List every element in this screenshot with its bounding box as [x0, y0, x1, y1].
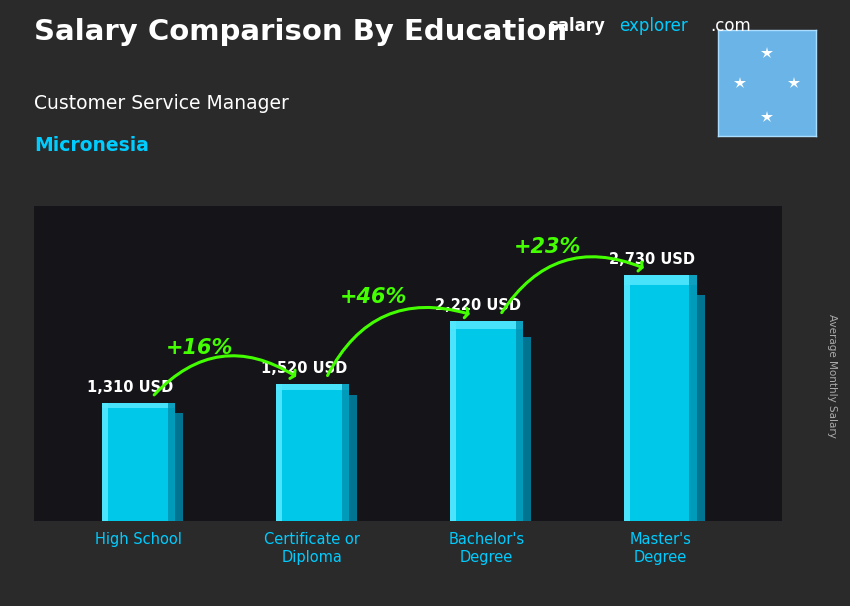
Bar [342, 384, 348, 521]
Text: +46%: +46% [339, 287, 407, 307]
Bar [275, 384, 348, 390]
Text: salary: salary [548, 17, 605, 35]
Bar [624, 275, 697, 521]
Text: Micronesia: Micronesia [34, 136, 149, 155]
Bar [624, 275, 697, 285]
Text: +16%: +16% [166, 338, 233, 358]
Text: 1,310 USD: 1,310 USD [87, 381, 173, 395]
Bar [102, 403, 175, 408]
Text: Customer Service Manager: Customer Service Manager [34, 94, 289, 113]
Bar [275, 384, 281, 521]
Bar [102, 403, 175, 521]
Bar [624, 275, 630, 521]
Bar [167, 403, 175, 521]
Bar [348, 395, 357, 521]
Bar [275, 384, 348, 521]
Bar [689, 275, 697, 521]
Bar [515, 321, 523, 521]
Bar [450, 321, 523, 329]
Bar [523, 338, 530, 521]
Text: 2,220 USD: 2,220 USD [434, 298, 520, 313]
Text: explorer: explorer [619, 17, 688, 35]
Bar [450, 321, 523, 521]
Text: .com: .com [711, 17, 751, 35]
Text: Salary Comparison By Education: Salary Comparison By Education [34, 18, 567, 46]
Bar [697, 295, 705, 521]
Bar [450, 321, 456, 521]
Bar [175, 413, 183, 521]
Bar [102, 403, 108, 521]
Text: +23%: +23% [513, 237, 581, 257]
Text: Average Monthly Salary: Average Monthly Salary [827, 314, 837, 438]
Text: 1,520 USD: 1,520 USD [260, 361, 347, 376]
Text: 2,730 USD: 2,730 USD [609, 253, 694, 267]
